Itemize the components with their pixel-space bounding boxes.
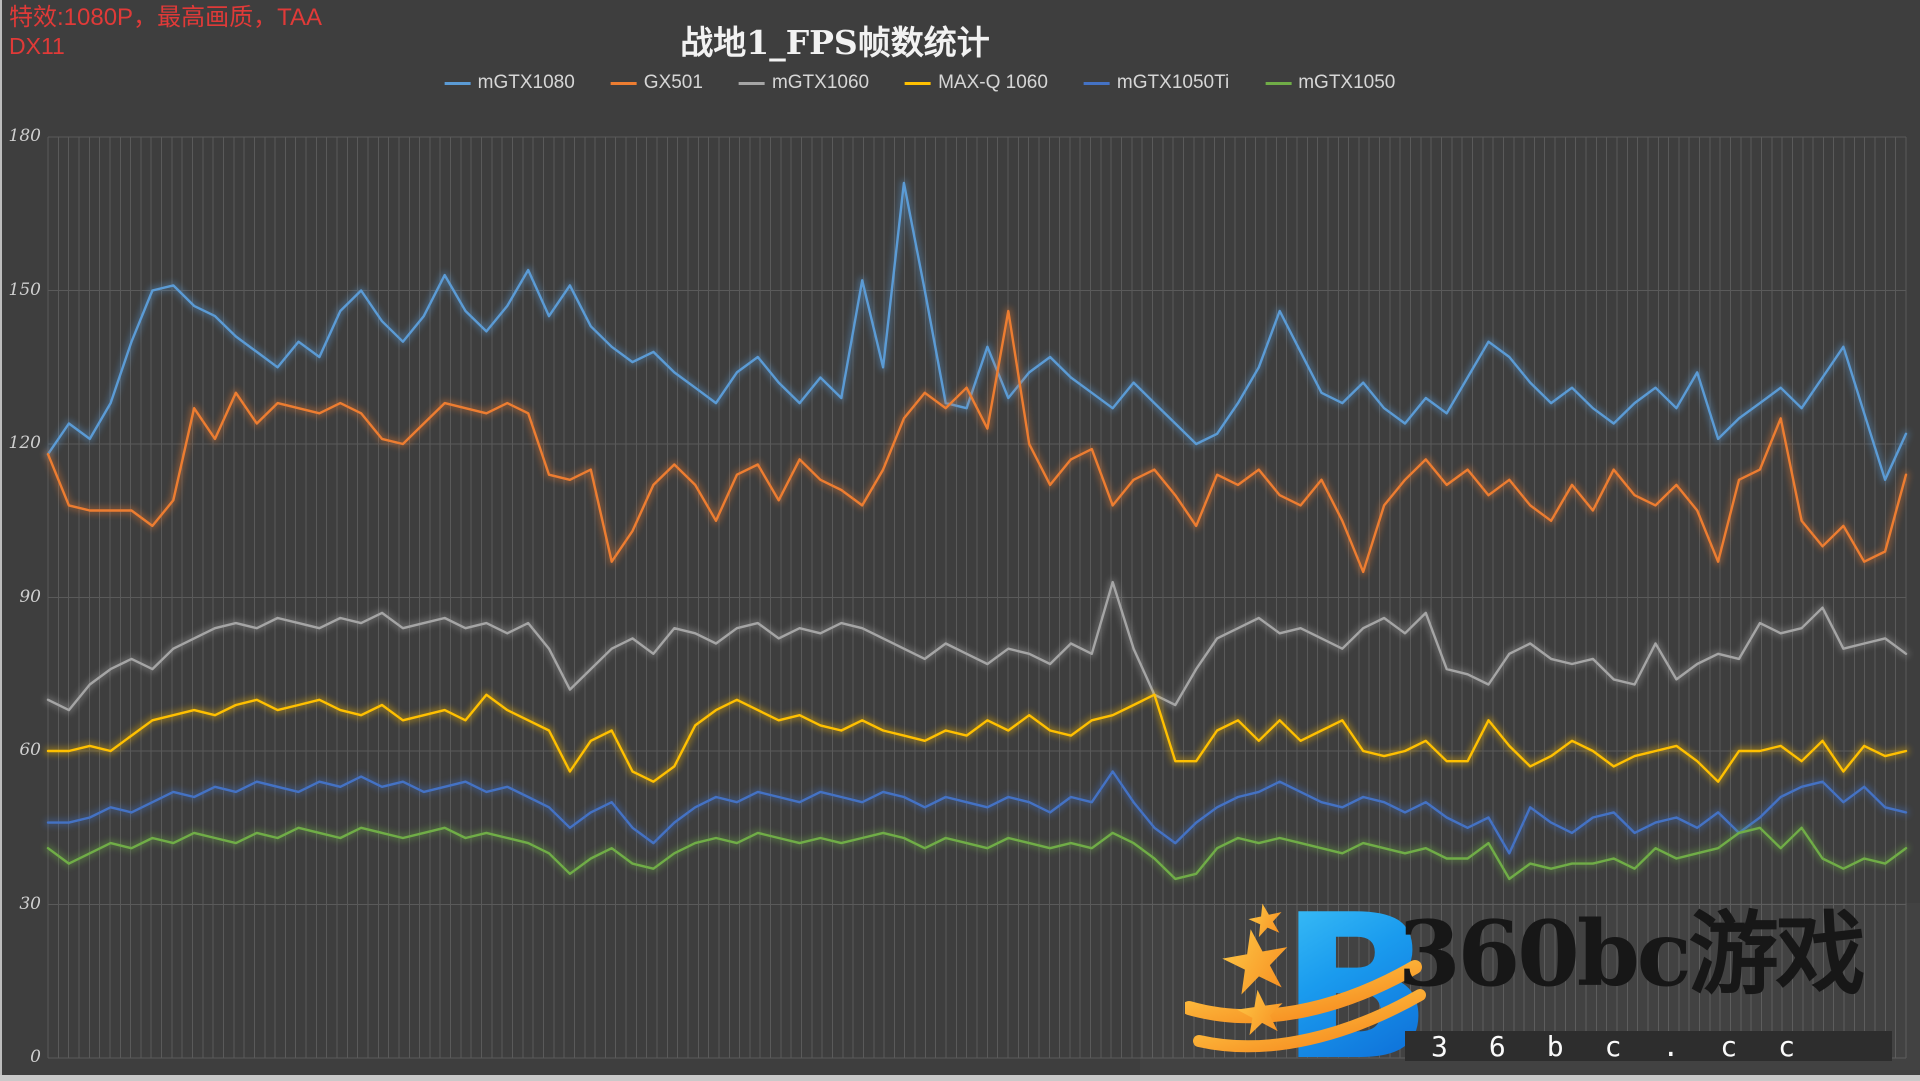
series-line-mGTX1050 xyxy=(46,826,1908,881)
legend-marker-icon xyxy=(905,81,932,85)
y-tick-60: 60 xyxy=(19,740,41,760)
legend-label: mGTX1080 xyxy=(477,72,575,93)
star-icon: ★ ★ ★ xyxy=(1210,892,1303,1052)
legend-item-mGTX1060: mGTX1060 xyxy=(738,72,870,94)
settings-annotation-line2: DX11 xyxy=(9,32,65,59)
watermark-brand-text: 360bc游戏 xyxy=(1398,901,1866,1007)
screen-edge-left xyxy=(0,0,2,1081)
svg-text:★: ★ xyxy=(1229,975,1292,1052)
legend-item-mGTX1080: mGTX1080 xyxy=(444,72,575,94)
legend-label: GX501 xyxy=(643,72,703,93)
watermark-domain-text: 36bc.cc xyxy=(1431,1029,1837,1063)
chart-title: 战地1_FPS帧数统计 xyxy=(680,23,990,62)
screen-edge-bottom xyxy=(0,1075,1920,1081)
legend-marker-icon xyxy=(1265,81,1292,85)
legend-marker-icon xyxy=(738,81,765,85)
y-tick-0: 0 xyxy=(30,1047,41,1067)
legend-marker-icon xyxy=(1083,81,1110,85)
legend-marker-icon xyxy=(444,81,471,85)
settings-annotation: 特效:1080P，最高画质，TAA DX11 xyxy=(9,4,322,60)
legend-item-mGTX1050Ti: mGTX1050Ti xyxy=(1083,72,1230,94)
legend-label: MAX-Q 1060 xyxy=(938,72,1048,93)
y-tick-120: 120 xyxy=(8,433,41,453)
legend-label: mGTX1050 xyxy=(1298,72,1396,93)
legend-label: mGTX1060 xyxy=(771,72,870,93)
legend-item-MAX-Q 1060: MAX-Q 1060 xyxy=(905,72,1048,94)
legend-item-mGTX1050: mGTX1050 xyxy=(1265,72,1395,94)
legend-marker-icon xyxy=(610,81,637,85)
legend-label: mGTX1050Ti xyxy=(1116,72,1230,93)
chart-legend: mGTX1080 GX501 mGTX1060 MAX-Q 1060 mGTX1050T… xyxy=(444,72,1395,94)
series-line-mGTX1050Ti xyxy=(46,770,1908,855)
legend-item-GX501: GX501 xyxy=(610,72,703,94)
svg-text:★: ★ xyxy=(1210,906,1303,1018)
watermark-domain-bar: 36bc.cc xyxy=(1405,1029,1892,1063)
series-line-GX501 xyxy=(46,309,1908,574)
y-tick-180: 180 xyxy=(8,126,41,146)
y-tick-150: 150 xyxy=(8,279,41,300)
y-tick-90: 90 xyxy=(19,586,41,607)
settings-annotation-line1: 特效:1080P，最高画质，TAA xyxy=(9,4,322,31)
series-line-mGTX1060 xyxy=(46,580,1908,712)
chart-gridlines xyxy=(47,136,1907,1059)
series-line-mGTX1080 xyxy=(46,181,1908,481)
y-tick-30: 30 xyxy=(19,893,41,914)
swoosh-icon xyxy=(1185,960,1426,1053)
series-line-MAX-Q 1060 xyxy=(46,693,1908,783)
